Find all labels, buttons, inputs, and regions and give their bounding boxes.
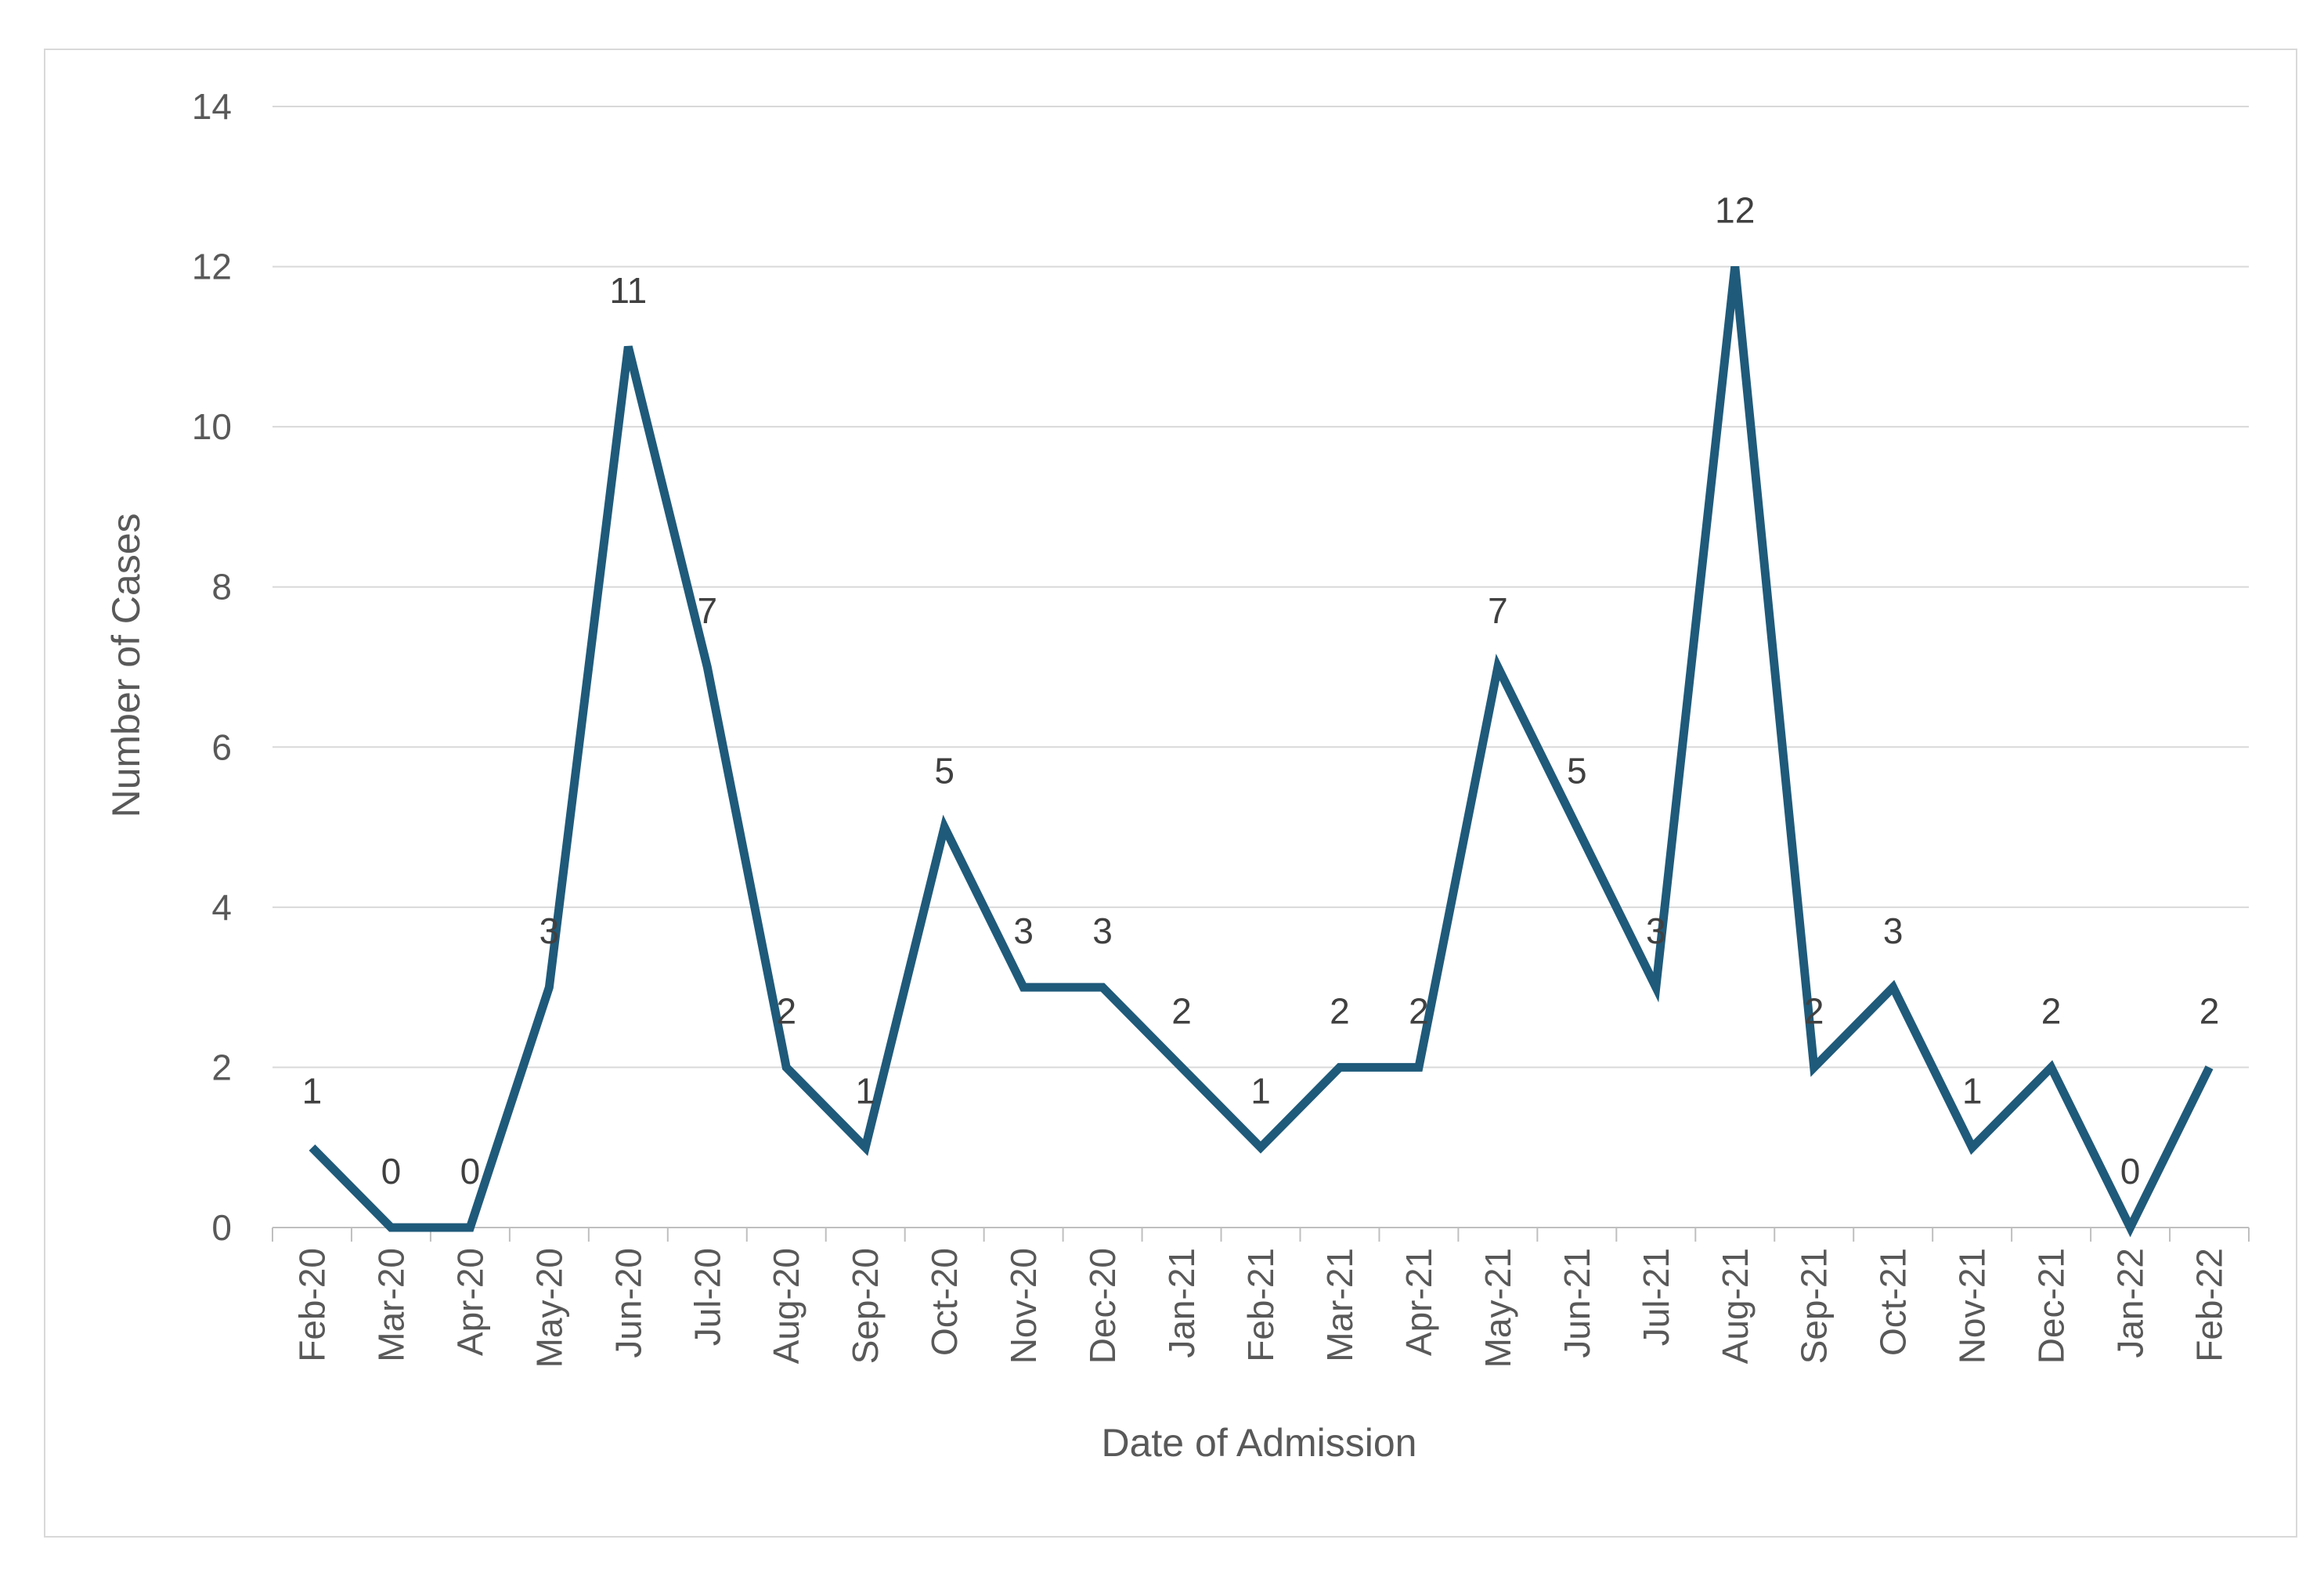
x-tick-label: Apr-20: [449, 1248, 490, 1356]
gridlines: [272, 106, 2249, 1069]
data-label: 12: [1715, 190, 1755, 231]
x-tick-label: Oct-21: [1873, 1248, 1914, 1356]
data-label: 2: [1171, 990, 1192, 1031]
x-tick-label: Feb-21: [1240, 1248, 1281, 1362]
data-label: 3: [540, 910, 560, 951]
x-tick-label: Mar-20: [370, 1248, 411, 1362]
x-tick-label: Jun-21: [1557, 1248, 1597, 1358]
data-label: 1: [1250, 1071, 1271, 1112]
data-label: 3: [1013, 910, 1034, 951]
data-label: 3: [1092, 910, 1113, 951]
data-label: 11: [609, 270, 647, 311]
y-tick-label: 14: [192, 86, 232, 127]
y-tick-label: 2: [211, 1047, 232, 1087]
data-label: 0: [2120, 1151, 2141, 1192]
y-tick-label: 0: [211, 1207, 232, 1248]
x-tick-label: May-21: [1478, 1248, 1518, 1368]
data-label: 3: [1646, 910, 1666, 951]
x-tick-label: Nov-20: [1003, 1248, 1044, 1364]
data-label: 5: [934, 751, 955, 791]
data-label: 2: [776, 990, 796, 1031]
y-tick-label: 6: [211, 727, 232, 767]
series-line: [309, 265, 2214, 1238]
x-tick-label: Jan-22: [2110, 1248, 2151, 1358]
x-tick-label: Dec-20: [1082, 1248, 1123, 1364]
data-label: 1: [855, 1071, 875, 1112]
x-tick-label: Oct-20: [924, 1248, 965, 1356]
y-tick-label: 12: [192, 247, 232, 287]
y-tick-label: 10: [192, 406, 232, 447]
x-tick-label: Nov-21: [1952, 1248, 1993, 1364]
y-axis-title: Number of Cases: [104, 513, 148, 817]
x-tick-label: Aug-20: [766, 1248, 807, 1364]
x-tick-label: Dec-21: [2031, 1248, 2072, 1364]
x-tick-label: Sep-21: [1794, 1248, 1835, 1364]
x-tick-label: Aug-21: [1715, 1248, 1756, 1364]
data-label: 0: [381, 1151, 402, 1192]
x-tick-label: Sep-20: [845, 1248, 886, 1364]
x-axis-title: Date of Admission: [1102, 1421, 1417, 1465]
y-tick-label: 4: [211, 887, 232, 928]
data-label: 5: [1567, 751, 1587, 791]
data-label: 2: [2200, 990, 2220, 1031]
x-tick-label: Mar-21: [1319, 1248, 1360, 1362]
x-tick-label: Apr-21: [1398, 1248, 1439, 1356]
data-label: 2: [1409, 990, 1429, 1031]
data-label: 7: [697, 590, 717, 631]
x-axis: Feb-20 Mar-20 Apr-20 May-20 Jun-20 Jul-20 Aug-…: [272, 1227, 2250, 1368]
data-label: 0: [460, 1151, 481, 1192]
data-label: 3: [1883, 910, 1904, 951]
data-label: 2: [1330, 990, 1350, 1031]
data-label: 2: [2041, 990, 2062, 1031]
x-tick-label: Jul-21: [1636, 1248, 1676, 1346]
chart-frame: [44, 49, 2297, 1538]
x-tick-label: Feb-20: [291, 1248, 332, 1362]
data-label: 1: [1962, 1071, 1983, 1112]
x-tick-label: May-20: [529, 1248, 569, 1368]
x-tick-label: Jan-21: [1161, 1248, 1202, 1358]
y-axis-ticks: 0 2 4 6 8 10 12 14: [192, 86, 232, 1248]
data-label: 2: [1804, 990, 1824, 1031]
y-tick-label: 8: [211, 567, 232, 608]
cases-line: [309, 265, 2214, 1238]
x-tick-label: Feb-22: [2189, 1248, 2230, 1362]
x-tick-label: Jun-20: [608, 1248, 648, 1358]
x-tick-label: Jul-20: [687, 1248, 727, 1346]
data-label: 1: [302, 1071, 323, 1112]
data-label: 7: [1488, 590, 1508, 631]
